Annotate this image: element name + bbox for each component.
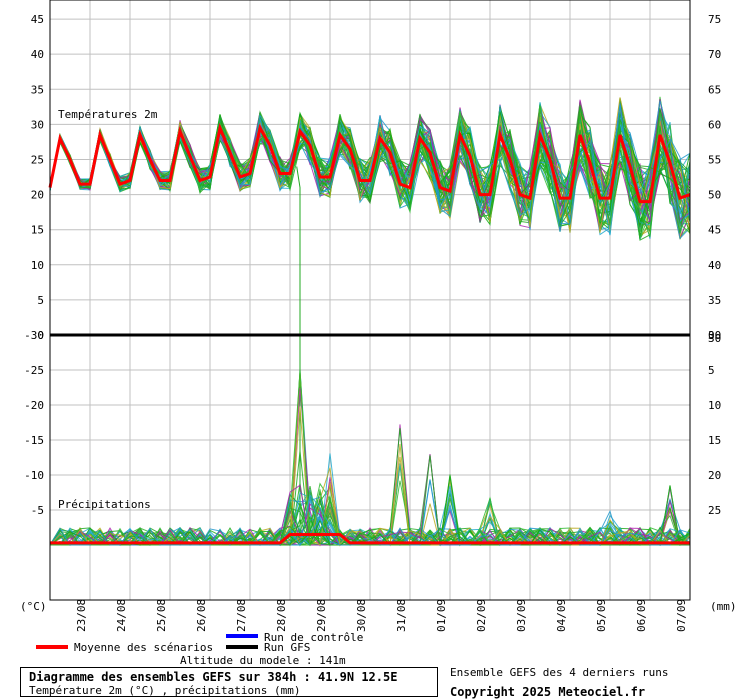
precip-right-tick: 5 xyxy=(708,364,715,377)
temp-left-tick: 20 xyxy=(31,189,44,202)
temp-right-tick: 35 xyxy=(708,294,721,307)
temp-right-tick: 40 xyxy=(708,259,721,272)
precip-left-tick: -30 xyxy=(24,329,44,342)
date-tick-label: 07/09 xyxy=(675,599,688,632)
temp-left-tick: 40 xyxy=(31,48,44,61)
precip-right-tick: 10 xyxy=(708,399,721,412)
mean-series xyxy=(48,122,691,545)
temperature-panel-label: Températures 2m xyxy=(58,108,158,121)
date-tick-label: 26/08 xyxy=(195,599,208,632)
date-tick-label: 03/09 xyxy=(515,599,528,632)
date-tick-label: 28/08 xyxy=(275,599,288,632)
temp-left-tick: 10 xyxy=(31,259,44,272)
date-tick-label: 06/09 xyxy=(635,599,648,632)
temperature-mean-line xyxy=(48,122,691,204)
precip-right-tick: 15 xyxy=(708,434,721,447)
date-tick-label: 01/09 xyxy=(435,599,448,632)
date-tick-label: 02/09 xyxy=(475,599,488,632)
temp-left-tick: 30 xyxy=(31,118,44,131)
grid-lines xyxy=(50,0,691,600)
plot-frame xyxy=(49,0,691,601)
altitude-label: Altitude du modele : 141m xyxy=(180,654,346,667)
date-tick-label: 04/09 xyxy=(555,599,568,632)
precip-right-tick: 25 xyxy=(708,504,721,517)
mean-swatch xyxy=(36,645,68,649)
temp-right-tick: 55 xyxy=(708,153,721,166)
precip-left-tick: -25 xyxy=(24,364,44,377)
precip-right-tick: 0 xyxy=(708,329,715,342)
date-tick-label: 31/08 xyxy=(395,599,408,632)
right-axis-unit: (mm) xyxy=(710,600,737,613)
footer-subtitle: Température 2m (°C) , précipitations (mm… xyxy=(29,684,301,697)
left-axis-unit: (°C) xyxy=(20,600,47,613)
precip-left-tick: -10 xyxy=(24,469,44,482)
temp-right-tick: 60 xyxy=(708,118,721,131)
precipitation-mean-line xyxy=(50,533,690,545)
date-tick-label: 25/08 xyxy=(155,599,168,632)
precip-left-tick: -15 xyxy=(24,434,44,447)
temp-right-tick: 50 xyxy=(708,189,721,202)
plot-border xyxy=(49,0,691,601)
date-tick-label: 27/08 xyxy=(235,599,248,632)
date-tick-label: 29/08 xyxy=(315,599,328,632)
temp-right-tick: 70 xyxy=(708,48,721,61)
temperature-member-line xyxy=(49,97,691,233)
precipitation-member-line xyxy=(49,496,691,546)
precip-left-tick: -5 xyxy=(31,504,44,517)
gfs-run-label: Run GFS xyxy=(264,641,311,654)
temp-left-tick: 15 xyxy=(31,224,44,237)
gfs-run-swatch xyxy=(226,645,258,649)
temp-right-tick: 30 xyxy=(708,329,721,342)
footer-title: Diagramme des ensembles GEFS sur 384h : … xyxy=(29,670,398,684)
temp-left-tick: 25 xyxy=(31,153,44,166)
precipitation-member-line xyxy=(49,455,690,546)
date-tick-label: 24/08 xyxy=(115,599,128,632)
precipitation-panel-label: Précipitations xyxy=(58,498,151,511)
control-run-label: Run de contrôle xyxy=(264,631,364,644)
precipitation-member-line xyxy=(49,517,691,546)
precip-right-tick: 20 xyxy=(708,469,721,482)
footer-info-box: Diagramme des ensembles GEFS sur 384h : … xyxy=(20,667,438,697)
temp-left-tick: 35 xyxy=(31,83,44,96)
date-tick-label: 23/08 xyxy=(75,599,88,632)
temp-right-tick: 75 xyxy=(708,13,721,26)
ensemble-note: Ensemble GEFS des 4 derniers runs xyxy=(450,666,669,679)
precip-left-tick: -20 xyxy=(24,399,44,412)
temp-right-tick: 45 xyxy=(708,224,721,237)
copyright: Copyright 2025 Meteociel.fr xyxy=(450,685,646,699)
mean-label: Moyenne des scénarios xyxy=(74,641,214,654)
temperature-member-line xyxy=(49,100,691,232)
temp-left-tick: 45 xyxy=(31,13,44,26)
precip-right-tick: 30 xyxy=(708,332,721,345)
date-tick-label: 30/08 xyxy=(355,599,368,632)
temp-left-tick: 0 xyxy=(37,329,44,342)
date-tick-label: 05/09 xyxy=(595,599,608,632)
control-run-swatch xyxy=(226,634,258,638)
temp-right-tick: 65 xyxy=(708,83,721,96)
temp-left-tick: 5 xyxy=(37,294,44,307)
